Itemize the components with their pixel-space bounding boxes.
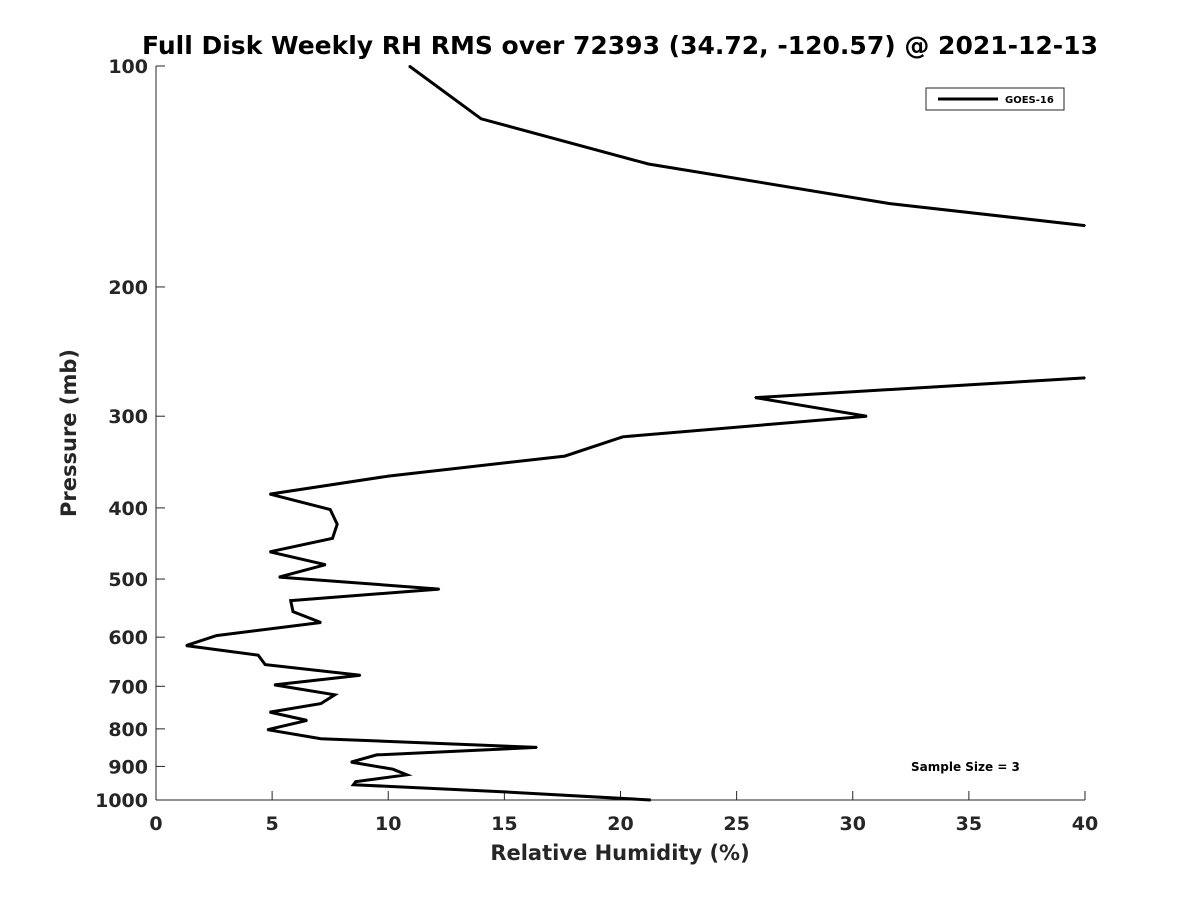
x-tick-label: 35: [956, 813, 982, 835]
x-tick-group: 0 5 10 15 20 25 30 35 40: [149, 791, 1098, 835]
data-point: [536, 746, 538, 749]
y-tick-label: 700: [108, 676, 148, 698]
x-tick-label: 10: [375, 813, 401, 835]
data-point: [359, 674, 362, 676]
data-point: [1084, 377, 1086, 379]
x-tick-label: 40: [1072, 813, 1098, 835]
data-point: [320, 737, 322, 740]
y-tick-label: 100: [108, 56, 148, 78]
x-tick-label: 15: [491, 813, 517, 835]
data-point: [320, 621, 322, 624]
data-point: [1084, 224, 1086, 227]
data-point: [392, 768, 394, 770]
data-point: [289, 599, 292, 602]
legend: GOES-16: [925, 87, 1065, 111]
y-axis-label: Pressure (mb): [57, 349, 81, 517]
data-point: [334, 694, 336, 696]
y-tick-label: 200: [108, 277, 148, 299]
data-point: [324, 563, 327, 566]
data-point: [266, 728, 269, 731]
data-point: [387, 475, 390, 477]
data-point: [647, 163, 650, 165]
y-tick-label: 500: [108, 569, 148, 591]
data-point: [329, 508, 332, 511]
sample-size-annotation: Sample Size = 3: [911, 760, 1020, 774]
data-point: [480, 118, 482, 120]
y-tick-label: 800: [108, 719, 148, 741]
series-line-segment: [185, 376, 1086, 802]
data-point: [273, 684, 276, 686]
data-point: [754, 396, 756, 399]
y-tick-label: 600: [108, 627, 148, 649]
y-tick-label: 900: [108, 756, 148, 778]
x-tick-label: 0: [149, 813, 162, 835]
data-point: [354, 780, 357, 783]
data-point: [564, 455, 566, 457]
data-point: [649, 799, 652, 801]
legend-label: GOES-16: [1005, 95, 1054, 106]
data-point: [408, 65, 411, 67]
data-point: [269, 711, 271, 713]
data-point: [269, 551, 271, 553]
data-point: [438, 588, 441, 590]
data-point: [865, 415, 868, 418]
data-point: [185, 644, 187, 647]
data-point: [331, 537, 334, 540]
x-tick-label: 5: [266, 813, 279, 835]
x-axis-label: Relative Humidity (%): [490, 841, 749, 865]
data-point: [264, 663, 267, 666]
y-tick-label: 400: [108, 498, 148, 520]
data-point: [257, 654, 260, 656]
data-point: [622, 436, 624, 438]
y-tick-label: 300: [108, 406, 148, 428]
data-point: [320, 702, 322, 705]
data-point: [292, 610, 294, 613]
data-point: [215, 634, 218, 637]
y-tick-label: 1000: [95, 790, 148, 812]
data-point: [406, 774, 408, 776]
data-point: [278, 576, 280, 578]
data-point: [336, 523, 339, 525]
data-point: [889, 202, 891, 205]
data-point: [306, 719, 308, 722]
y-tick-group: 100 200 300 400 500 600 700 800 900 1000: [95, 56, 165, 812]
plot-axes: [155, 66, 1085, 801]
data-point: [352, 783, 355, 786]
data-point: [350, 761, 352, 763]
x-tick-label: 30: [840, 813, 866, 835]
data-point: [269, 493, 271, 495]
x-tick-label: 20: [607, 813, 633, 835]
x-tick-label: 25: [723, 813, 749, 835]
data-point: [375, 754, 378, 756]
chart-title: Full Disk Weekly RH RMS over 72393 (34.7…: [142, 31, 1098, 60]
series-lines: [185, 64, 1086, 802]
data-point: [503, 791, 506, 793]
